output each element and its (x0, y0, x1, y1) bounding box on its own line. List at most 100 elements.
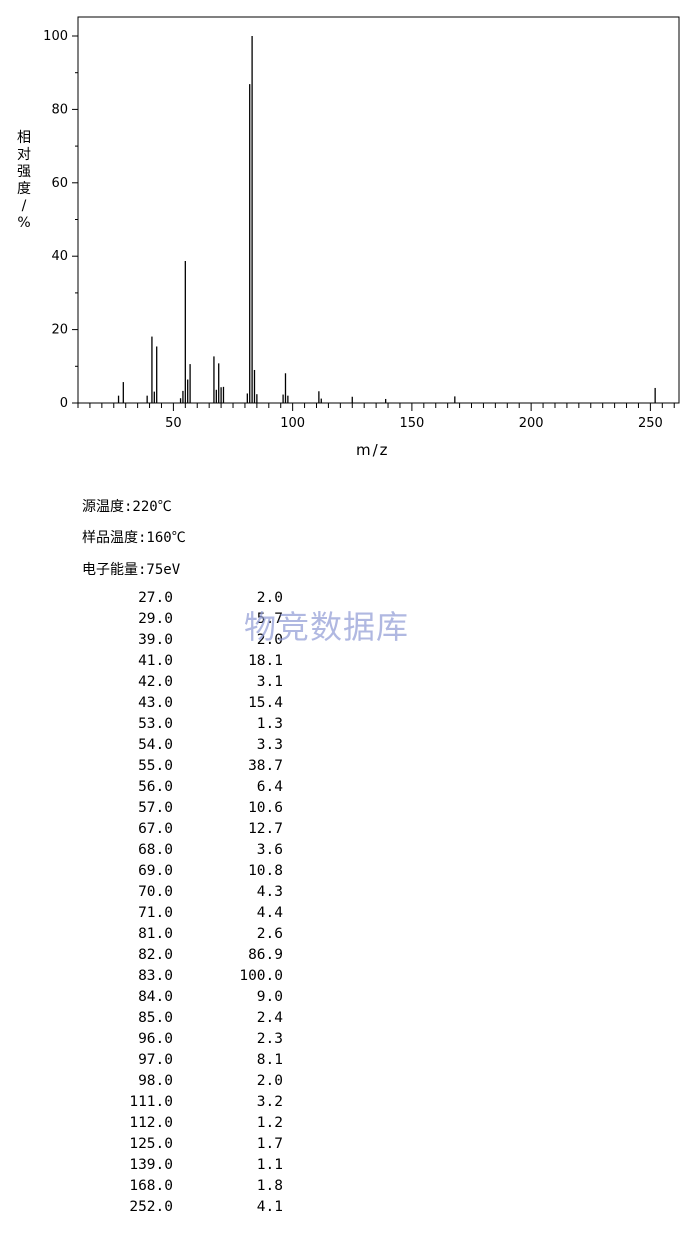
table-row: 42.0 3.1 (80, 672, 283, 693)
y-tick-label: 100 (43, 29, 68, 44)
mz-value: 42.0 (138, 674, 173, 690)
x-axis-label: m/z (356, 441, 390, 459)
mz-value: 27.0 (138, 590, 173, 606)
mz-value: 82.0 (138, 947, 173, 963)
y-tick-label: 0 (60, 396, 68, 411)
abundance-value: 10.6 (248, 800, 283, 816)
table-row: 81.0 2.6 (80, 924, 283, 945)
x-tick-label: 100 (280, 416, 305, 431)
table-row: 56.0 6.4 (80, 777, 283, 798)
table-row: 83.0 100.0 (80, 966, 283, 987)
y-tick-label: 20 (51, 323, 68, 338)
x-tick-label: 50 (165, 416, 182, 431)
mz-value: 98.0 (138, 1073, 173, 1089)
abundance-value: 1.7 (256, 1136, 283, 1152)
abundance-value: 9.0 (256, 989, 283, 1005)
mz-value: 112.0 (129, 1115, 173, 1131)
y-tick-label: 40 (51, 249, 68, 264)
table-row: 43.0 15.4 (80, 693, 283, 714)
table-row: 84.0 9.0 (80, 987, 283, 1008)
table-row: 252.0 4.1 (80, 1197, 283, 1218)
table-row: 98.0 2.0 (80, 1071, 283, 1092)
abundance-value: 2.0 (256, 590, 283, 606)
table-row: 112.0 1.2 (80, 1113, 283, 1134)
y-label-char: 度 (17, 181, 31, 197)
mz-value: 41.0 (138, 653, 173, 669)
abundance-value: 8.1 (256, 1052, 283, 1068)
y-label-char: 相 (17, 130, 31, 146)
mz-value: 71.0 (138, 905, 173, 921)
table-row: 139.0 1.1 (80, 1155, 283, 1176)
table-row: 54.0 3.3 (80, 735, 283, 756)
mz-value: 139.0 (129, 1157, 173, 1173)
table-row: 82.0 86.9 (80, 945, 283, 966)
table-row: 71.0 4.4 (80, 903, 283, 924)
table-row: 41.0 18.1 (80, 651, 283, 672)
abundance-value: 2.3 (256, 1031, 283, 1047)
abundance-value: 5.7 (256, 611, 283, 627)
electron-energy: 电子能量:75eV (82, 562, 181, 578)
plot-frame (77, 16, 680, 404)
table-row: 70.0 4.3 (80, 882, 283, 903)
abundance-value: 100.0 (239, 968, 283, 984)
y-axis: 0 20 40 60 80 100 (43, 29, 78, 411)
peaks (117, 36, 656, 403)
abundance-value: 4.4 (256, 905, 283, 921)
table-row: 97.0 8.1 (80, 1050, 283, 1071)
table-row: 96.0 2.3 (80, 1029, 283, 1050)
mz-value: 69.0 (138, 863, 173, 879)
abundance-value: 4.3 (256, 884, 283, 900)
abundance-value: 2.0 (256, 632, 283, 648)
x-axis: 50 100 150 200 250 (77, 403, 675, 431)
abundance-value: 3.3 (256, 737, 283, 753)
mz-value: 68.0 (138, 842, 173, 858)
y-axis-label: 相对强度 /% (14, 130, 34, 232)
table-row: 67.0 12.7 (80, 819, 283, 840)
abundance-value: 12.7 (248, 821, 283, 837)
table-row: 68.0 3.6 (80, 840, 283, 861)
mz-value: 97.0 (138, 1052, 173, 1068)
mass-spectrum-chart: 0 20 40 60 80 100 50 100 150 200 250 (43, 16, 680, 431)
x-tick-label: 150 (399, 416, 424, 431)
y-tick-label: 60 (51, 176, 68, 191)
mz-value: 96.0 (138, 1031, 173, 1047)
table-row: 111.0 3.2 (80, 1092, 283, 1113)
mz-value: 81.0 (138, 926, 173, 942)
mz-value: 67.0 (138, 821, 173, 837)
table-row: 85.0 2.4 (80, 1008, 283, 1029)
table-row: 55.0 38.7 (80, 756, 283, 777)
mz-value: 111.0 (129, 1094, 173, 1110)
abundance-value: 1.8 (256, 1178, 283, 1194)
table-row: 69.0 10.8 (80, 861, 283, 882)
watermark: 物竞数据库 (244, 608, 410, 646)
abundance-value: 4.1 (256, 1199, 283, 1215)
mz-value: 39.0 (138, 632, 173, 648)
abundance-value: 1.2 (256, 1115, 283, 1131)
mz-value: 70.0 (138, 884, 173, 900)
mz-value: 53.0 (138, 716, 173, 732)
abundance-value: 38.7 (248, 758, 283, 774)
y-label-char: 对 (17, 147, 31, 163)
abundance-value: 3.6 (256, 842, 283, 858)
table-row: 53.0 1.3 (80, 714, 283, 735)
mz-value: 84.0 (138, 989, 173, 1005)
table-row: 27.0 2.0 (80, 588, 283, 609)
y-tick-label: 80 (51, 102, 68, 117)
table-row: 57.0 10.6 (80, 798, 283, 819)
table-row: 29.0 5.7 (80, 609, 283, 630)
mz-value: 29.0 (138, 611, 173, 627)
abundance-value: 2.4 (256, 1010, 283, 1026)
mz-value: 125.0 (129, 1136, 173, 1152)
abundance-value: 15.4 (248, 695, 283, 711)
abundance-value: 18.1 (248, 653, 283, 669)
source-temperature: 源温度:220℃ (82, 499, 172, 515)
table-row: 125.0 1.7 (80, 1134, 283, 1155)
mz-value: 54.0 (138, 737, 173, 753)
abundance-value: 1.1 (256, 1157, 283, 1173)
abundance-value: 2.0 (256, 1073, 283, 1089)
abundance-value: 3.2 (256, 1094, 283, 1110)
mz-value: 168.0 (129, 1178, 173, 1194)
abundance-value: 2.6 (256, 926, 283, 942)
table-row: 168.0 1.8 (80, 1176, 283, 1197)
mz-value: 252.0 (129, 1199, 173, 1215)
